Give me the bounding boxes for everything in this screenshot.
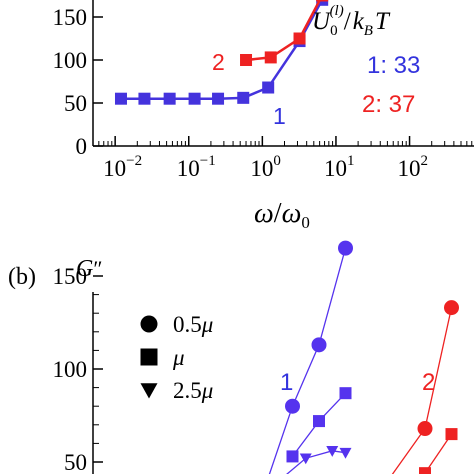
panel-a-point bbox=[240, 54, 253, 66]
panel-b-point bbox=[299, 453, 312, 465]
panel-a-point bbox=[264, 51, 277, 64]
xlabel-sub: 0 bbox=[301, 213, 310, 232]
panel-b-label: (b) bbox=[8, 264, 36, 290]
panel-a-x-tick-label: 10−2 bbox=[103, 153, 142, 181]
panel-a-point bbox=[212, 92, 225, 105]
legend-lhs-sup: (l) bbox=[330, 3, 344, 19]
panel-a-x-axis-label: ω/ω0 bbox=[254, 198, 310, 232]
panel-a-point bbox=[237, 91, 250, 104]
panel-a-series-label-1: 1 bbox=[273, 103, 286, 129]
legend-formula: U0 (l)/kBT bbox=[312, 3, 391, 39]
legend-rhs-symbol: k bbox=[353, 8, 365, 35]
panel-b-point bbox=[445, 428, 458, 441]
panel-b-marker-legend: 0.5μ μ 2.5μ bbox=[140, 312, 213, 403]
legend-rhs-var: T bbox=[375, 8, 391, 35]
panel-a-point bbox=[188, 92, 201, 105]
panel-b-point bbox=[311, 337, 327, 353]
panel-a-point bbox=[163, 92, 176, 105]
panel-a-x-axis: 10−2 10−1 100 101 102 bbox=[98, 136, 473, 181]
panel-b-series bbox=[268, 240, 459, 474]
panel-b-point bbox=[339, 387, 352, 400]
legend-entry-2: 2: 37 bbox=[362, 91, 415, 118]
panel-b-point bbox=[338, 240, 353, 256]
panel-b-y-axis-label: G″ bbox=[76, 256, 103, 282]
panel-b-point bbox=[286, 450, 299, 463]
panel-b-point bbox=[417, 421, 433, 437]
ylabel-mark: ″ bbox=[93, 256, 102, 281]
xlabel-omega0: ω bbox=[282, 198, 302, 229]
legend-label-triangle: 2.5μ bbox=[173, 378, 213, 403]
panel-a-point bbox=[262, 81, 275, 94]
panel-b: (b) G″ 50 100 150 0.5μ μ 2.5μ 1 2 bbox=[8, 240, 459, 474]
legend-label-circle: 0.5μ bbox=[173, 312, 213, 337]
panel-b-series-line bbox=[268, 247, 347, 474]
legend-rhs-sub: B bbox=[364, 23, 373, 39]
ylabel-symbol: G bbox=[76, 256, 93, 282]
panel-b-series-label-2: 2 bbox=[422, 369, 435, 396]
legend-lhs-sub: 0 bbox=[330, 23, 338, 39]
panel-a-y-tick-label: 0 bbox=[76, 134, 88, 159]
panel-a-point bbox=[293, 32, 306, 45]
legend-slash: / bbox=[344, 8, 351, 35]
panel-a-y-tick-label: 150 bbox=[53, 5, 88, 30]
panel-a-series bbox=[114, 0, 329, 105]
panel-b-series-line bbox=[424, 433, 453, 474]
panel-a-y-tick-label: 100 bbox=[53, 48, 88, 73]
panel-a-x-tick-label: 101 bbox=[324, 153, 355, 181]
panel-b-point bbox=[285, 398, 300, 414]
panel-a-series-label-2: 2 bbox=[212, 49, 225, 75]
panel-b-series-line bbox=[391, 307, 453, 474]
panel-a-y-tick-label: 50 bbox=[64, 91, 87, 116]
panel-b-y-tick-label: 150 bbox=[53, 264, 88, 289]
legend-entry-1: 1: 33 bbox=[367, 52, 420, 79]
panel-a-point bbox=[138, 92, 151, 105]
panel-b-series-line bbox=[286, 450, 346, 474]
legend-label-square: μ bbox=[172, 345, 185, 370]
panel-a-point bbox=[114, 92, 127, 105]
panel-b-point bbox=[339, 447, 352, 459]
panel-a-point bbox=[316, 0, 329, 6]
panel-a-series-line-2 bbox=[245, 0, 322, 62]
panel-b-point bbox=[313, 415, 325, 428]
panel-b-point bbox=[326, 446, 339, 457]
panel-b-point bbox=[444, 300, 459, 316]
legend-lhs-symbol: U bbox=[312, 8, 332, 35]
xlabel-omega: ω bbox=[254, 198, 274, 229]
legend-marker-circle bbox=[140, 315, 158, 333]
panel-a-x-tick-label: 102 bbox=[398, 153, 429, 181]
panel-a-point bbox=[316, 0, 329, 2]
panel-b-point bbox=[419, 467, 431, 474]
panel-b-series-label-1: 1 bbox=[280, 369, 293, 396]
panel-b-y-axis: 50 100 150 bbox=[53, 264, 103, 474]
legend-marker-triangle bbox=[140, 383, 158, 399]
panel-b-y-tick-label: 100 bbox=[53, 357, 88, 382]
panel-a-x-tick-label: 10−1 bbox=[177, 153, 216, 181]
legend-marker-square bbox=[140, 348, 158, 366]
panel-a-x-tick-label: 100 bbox=[250, 153, 281, 181]
xlabel-slash: / bbox=[274, 198, 282, 229]
panel-b-y-tick-label: 50 bbox=[64, 450, 87, 474]
panel-a-y-axis: 0 50 100 150 bbox=[53, 5, 103, 159]
panel-a-legend: U0 (l)/kBT 1: 33 2: 37 bbox=[312, 3, 420, 118]
